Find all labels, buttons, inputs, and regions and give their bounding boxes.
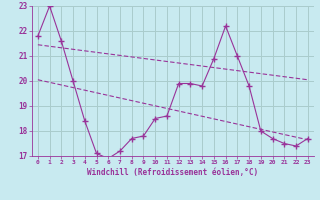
X-axis label: Windchill (Refroidissement éolien,°C): Windchill (Refroidissement éolien,°C) xyxy=(87,168,258,177)
